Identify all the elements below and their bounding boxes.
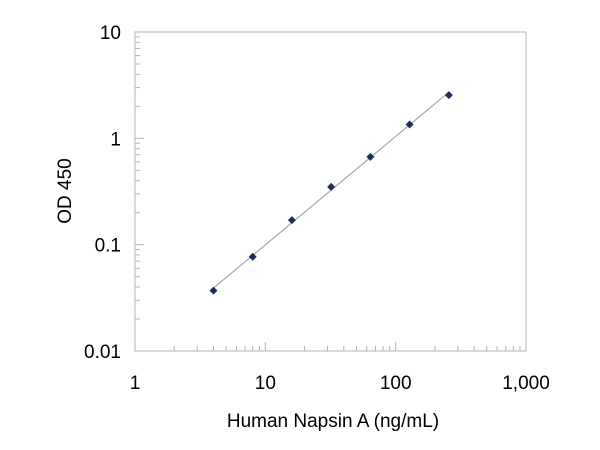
data-point: [209, 286, 218, 295]
y-tick-label: 10: [100, 23, 121, 44]
x-tick-label: 10: [255, 373, 276, 394]
y-tick-label: 1: [110, 129, 121, 150]
plot-area: [134, 31, 527, 352]
data-point: [248, 252, 257, 261]
data-point: [366, 152, 375, 161]
x-tick-label: 100: [380, 373, 412, 394]
y-tick-label: 0.01: [84, 342, 121, 363]
x-axis-title: Human Napsin A (ng/mL): [227, 411, 439, 432]
data-point: [444, 91, 453, 100]
y-tick-labels: 0.01 0.1 1 10: [84, 23, 121, 363]
y-tick-label: 0.1: [95, 236, 121, 257]
data-point: [327, 182, 336, 191]
minor-ticks: [135, 36, 521, 351]
y-axis-title: OD 450: [55, 158, 76, 223]
x-tick-label: 1,000: [502, 373, 550, 394]
x-tick-labels: 1 10 100 1,000: [130, 373, 550, 394]
data-points: [209, 91, 453, 295]
data-point: [287, 216, 296, 225]
data-point: [405, 120, 414, 129]
major-ticks: [134, 31, 527, 352]
x-tick-label: 1: [130, 373, 141, 394]
